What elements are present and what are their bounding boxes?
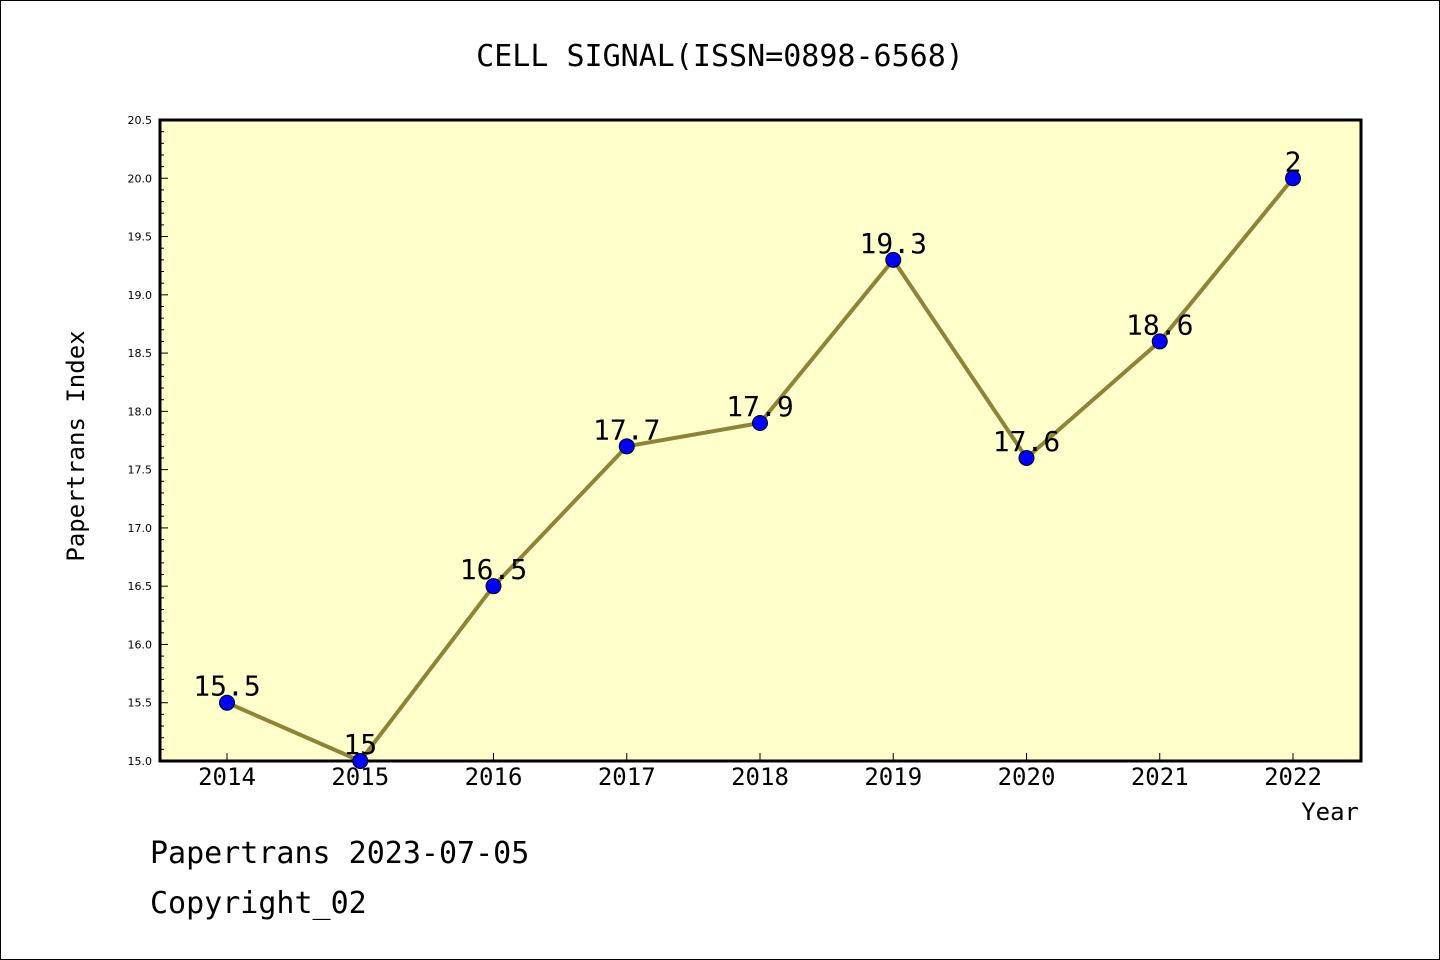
y-tick-label: 18.5 bbox=[128, 347, 153, 360]
y-tick-label: 17.0 bbox=[128, 522, 153, 535]
plot-area bbox=[158, 118, 1363, 763]
y-tick-label: 19.5 bbox=[128, 231, 153, 244]
y-tick-label: 15.0 bbox=[128, 755, 153, 768]
x-tick-label: 2014 bbox=[198, 763, 256, 791]
data-label: 18.6 bbox=[1126, 308, 1193, 341]
data-point-marker bbox=[352, 753, 369, 769]
y-axis-label: Papertrans Index bbox=[62, 330, 90, 561]
y-tick-label: 16.0 bbox=[128, 638, 153, 651]
y-tick-label: 17.5 bbox=[128, 464, 153, 477]
data-point-marker bbox=[1018, 449, 1035, 466]
data-label: 17.6 bbox=[993, 425, 1060, 458]
y-tick-label: 15.5 bbox=[128, 697, 153, 710]
data-labels: 15.5 15 16.5 17.7 17.9 19.3 17.6 18.6 2 bbox=[193, 145, 1301, 761]
x-tick-label: 2022 bbox=[1264, 763, 1322, 791]
data-point-marker bbox=[618, 438, 635, 455]
data-label: 15.5 bbox=[193, 670, 260, 703]
x-axis: 2014 2015 2016 2017 2018 2019 2020 2021 2022 bbox=[198, 753, 1322, 791]
x-tick-label: 2020 bbox=[998, 763, 1056, 791]
data-point-marker bbox=[885, 251, 902, 268]
data-point-marker bbox=[219, 694, 235, 711]
x-tick-label: 2021 bbox=[1131, 763, 1189, 791]
data-label: 17.7 bbox=[593, 413, 660, 446]
y-tick-label: 16.5 bbox=[128, 580, 153, 593]
data-markers bbox=[219, 170, 1301, 769]
data-label: 15 bbox=[343, 728, 377, 761]
x-tick-label: 2016 bbox=[465, 763, 523, 791]
data-point-marker bbox=[1151, 333, 1168, 350]
data-point-marker bbox=[1285, 170, 1301, 187]
data-point-marker bbox=[485, 578, 502, 595]
x-tick-label: 2019 bbox=[864, 763, 922, 791]
x-axis-label: Year bbox=[1301, 798, 1359, 826]
data-label: 2 bbox=[1285, 145, 1302, 178]
x-tick-label: 2018 bbox=[731, 763, 789, 791]
y-tick-label: 18.0 bbox=[128, 405, 153, 418]
data-label: 17.9 bbox=[726, 390, 793, 423]
chart-title: CELL SIGNAL(ISSN=0898-6568) bbox=[476, 39, 964, 74]
y-tick-label: 19.0 bbox=[128, 289, 153, 302]
y-axis: 15.0 15.5 16.0 16.5 17.0 17.5 18.0 18.5 19.0 19.5… bbox=[128, 114, 168, 768]
y-tick-label: 20.5 bbox=[128, 114, 153, 127]
y-tick-label: 20.0 bbox=[128, 172, 153, 185]
data-label: 19.3 bbox=[860, 227, 927, 260]
footer-copyright: Copyright_02 bbox=[150, 886, 367, 921]
data-point-marker bbox=[752, 415, 768, 432]
data-label: 16.5 bbox=[460, 553, 527, 586]
x-tick-label: 2017 bbox=[598, 763, 656, 791]
footer-date-line: Papertrans 2023-07-05 bbox=[150, 836, 530, 871]
